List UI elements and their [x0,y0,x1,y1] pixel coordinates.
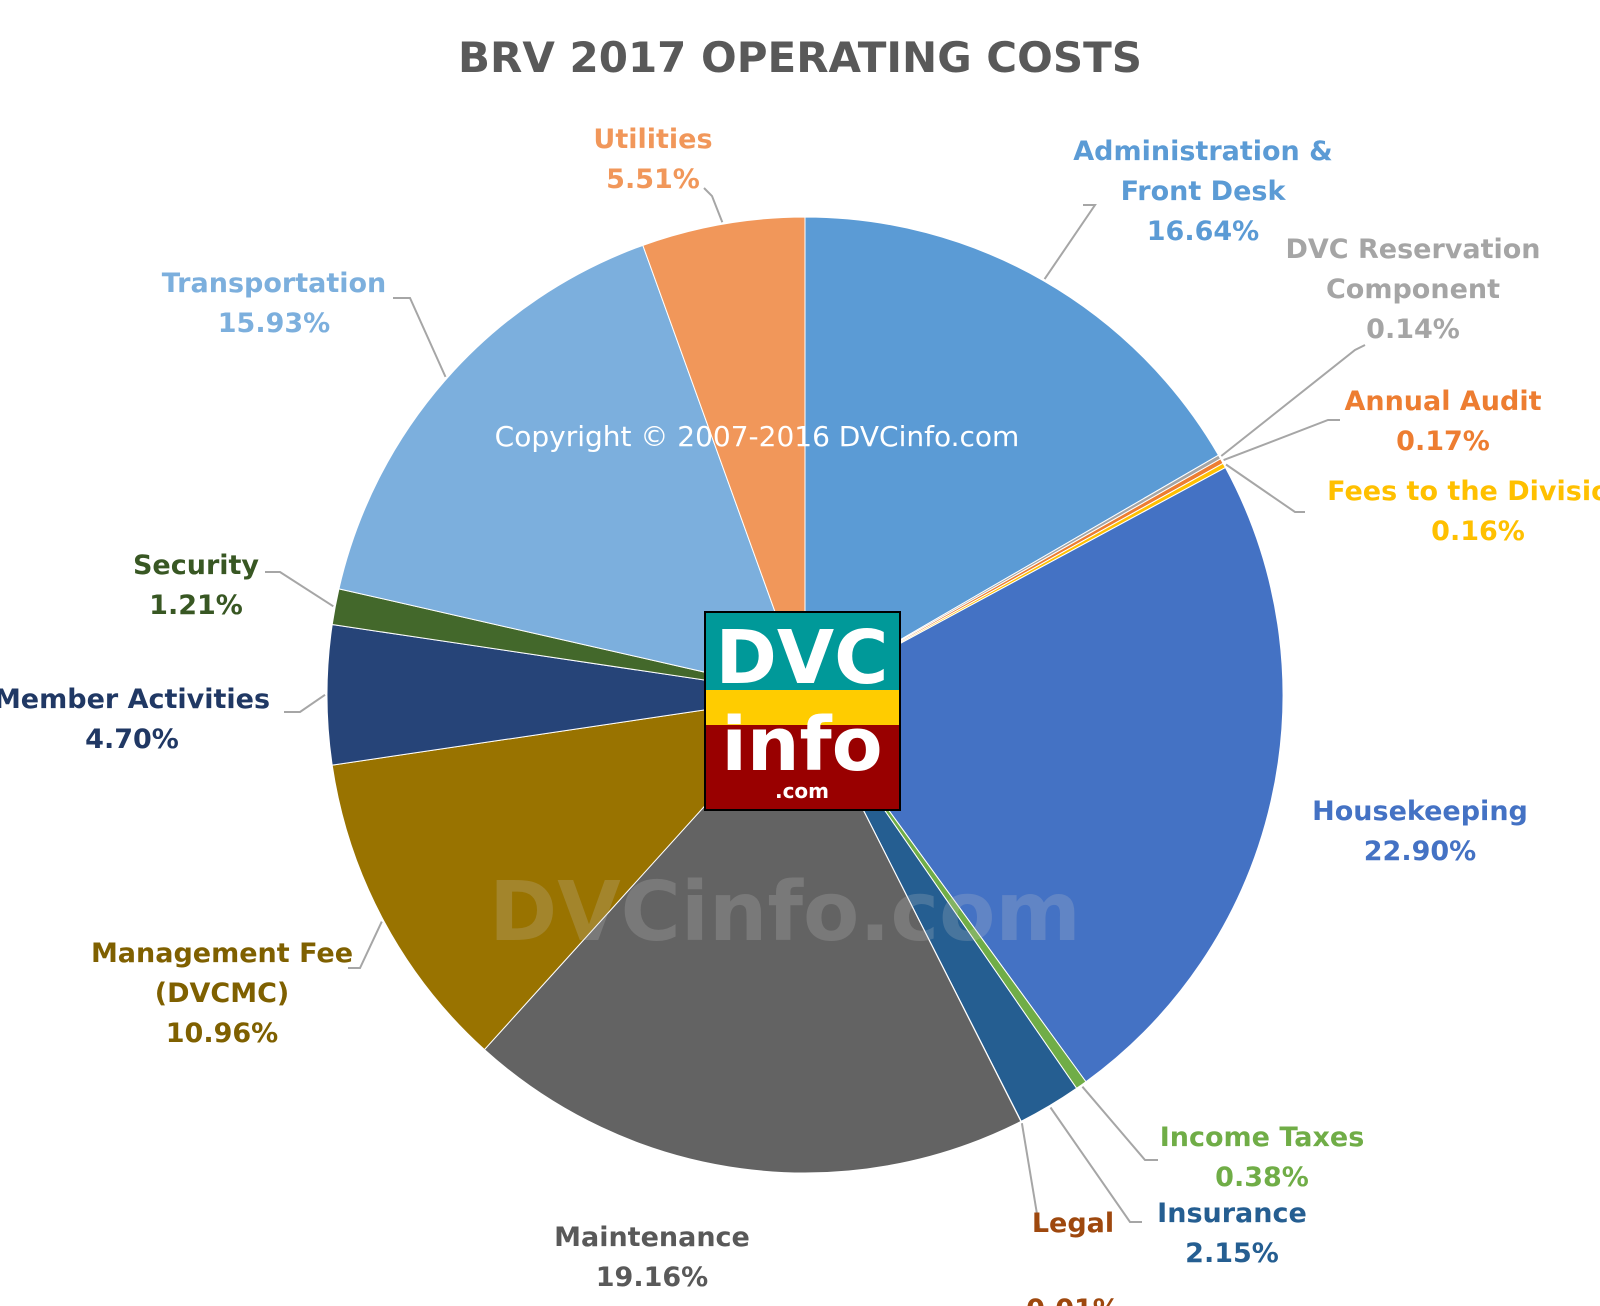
value-label-fees-to-the-division: 0.16% [1431,516,1525,547]
logo-info: info [721,702,882,788]
category-label-administration-front-desk: Front Desk [1121,176,1287,207]
category-label-management-fee-dvcmc: Management Fee [91,938,353,969]
value-label-member-activities: 4.70% [85,724,179,755]
slice-housekeeping [804,466,1284,1083]
category-label-fees-to-the-division: Fees to the Division [1327,476,1600,507]
slice-utilities [642,216,806,696]
slice-management-fee-dvcmc [331,694,807,1051]
logo-middle-band [705,690,900,725]
category-label-legal: Legal [1032,1208,1114,1239]
leader-line-dvc-reservation-component [1220,344,1366,457]
logo-dvc: DVC [715,615,888,701]
leader-lines [265,187,1366,1233]
slice-maintenance [483,694,1022,1174]
value-label-insurance: 2.15% [1185,1238,1279,1269]
leader-line-member-activities [284,693,326,713]
value-label-annual-audit: 0.17% [1396,426,1490,457]
dvcinfo-logo: DVC info .com [704,611,901,811]
category-label-security: Security [133,550,259,581]
background-watermark: DVCinfo.com [489,865,1081,960]
slice-transportation [338,244,806,696]
leader-line-transportation [393,297,447,378]
category-label-management-fee-dvcmc: (DVCMC) [155,978,290,1009]
category-label-member-activities: Member Activities [0,684,270,715]
leader-line-fees-to-the-division [1225,463,1305,513]
logo-border [704,611,901,811]
category-label-transportation: Transportation [162,268,387,299]
leader-line-insurance [1049,1106,1142,1223]
category-label-utilities: Utilities [593,124,712,155]
logo-bottom-band [705,725,900,810]
leader-line-administration-front-desk [1043,204,1097,280]
category-label-housekeeping: Housekeeping [1312,796,1528,827]
value-label-income-taxes: 0.38% [1215,1162,1309,1193]
leader-line-annual-audit [1223,419,1340,462]
category-label-dvc-reservation-component: DVC Reservation [1285,234,1540,265]
value-label-dvc-reservation-component: 0.14% [1366,314,1460,345]
value-label-transportation: 15.93% [218,308,330,339]
category-label-insurance: Insurance [1157,1198,1307,1229]
leader-line-management-fee-dvcmc [348,921,383,969]
slice-labels: Administration & Front Desk 16.64% DVC Rese… [0,124,1600,1306]
leader-line-legal [1020,1123,1041,1233]
logo-top-band [705,612,900,690]
slice-administration-front-desk [804,216,1220,696]
logo-com: .com [775,779,829,803]
value-label-maintenance: 19.16% [596,1262,708,1293]
value-label-utilities: 5.51% [606,164,700,195]
value-label-legal: 0.01% [1026,1294,1120,1306]
value-label-administration-front-desk: 16.64% [1147,216,1259,247]
value-label-housekeeping: 22.90% [1364,836,1476,867]
leader-line-income-taxes [1081,1086,1158,1161]
value-label-security: 1.21% [149,590,243,621]
category-label-maintenance: Maintenance [554,1222,750,1253]
category-label-administration-front-desk: Administration & [1073,136,1332,167]
value-label-management-fee-dvcmc: 10.96% [166,1018,278,1049]
category-label-dvc-reservation-component: Component [1326,274,1500,305]
copyright-watermark: Copyright © 2007-2016 DVCinfo.com [495,420,1020,453]
category-label-annual-audit: Annual Audit [1344,386,1541,417]
leader-line-utilities [703,187,724,223]
chart-title: BRV 2017 OPERATING COSTS [458,33,1142,82]
category-label-income-taxes: Income Taxes [1160,1122,1365,1153]
leader-line-security [265,571,334,608]
